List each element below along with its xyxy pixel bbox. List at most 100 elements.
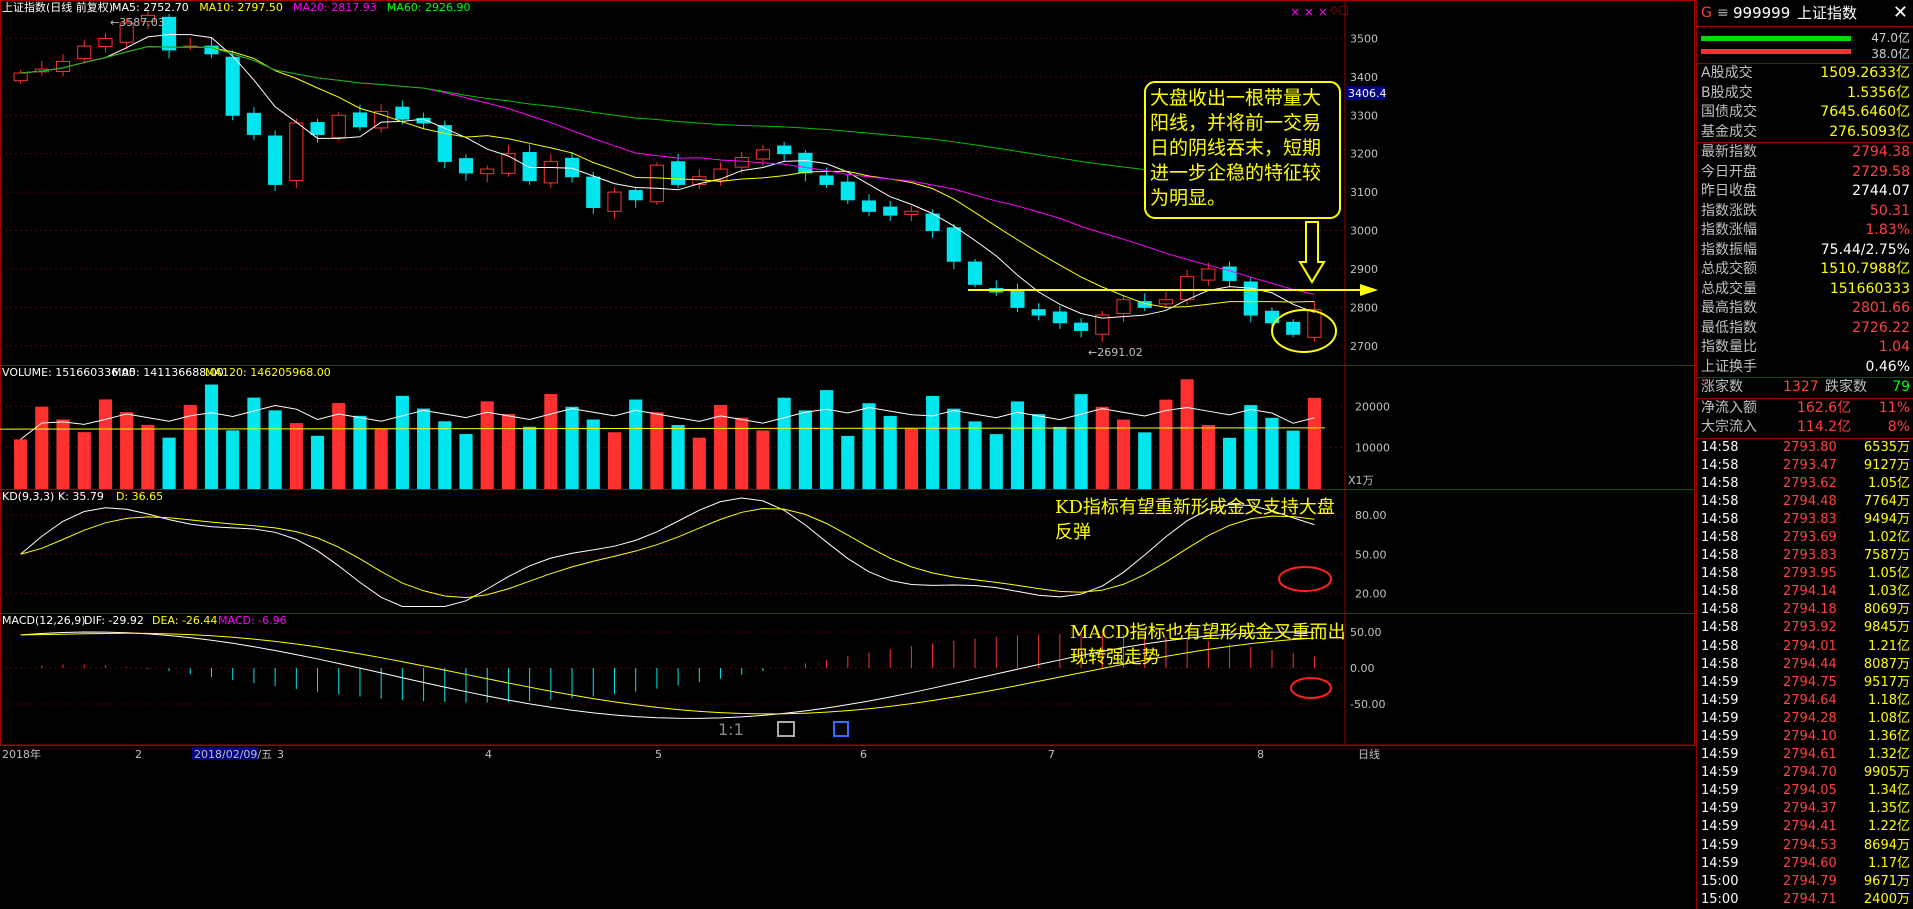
candle-61 (1307, 309, 1322, 338)
kd-label: KD(9,3,3) (2, 490, 54, 503)
kd-tick-20.00: 20.00 (1355, 587, 1387, 600)
stat-value: 2729.58 (1852, 163, 1910, 180)
price-tick-3100: 3100 (1350, 186, 1378, 199)
period-label: 日线 (1358, 747, 1380, 761)
candle-37 (798, 152, 813, 174)
x-label-7: 7 (1048, 748, 1055, 761)
candle-19 (416, 117, 431, 124)
tick-volume: 9517万 (1863, 674, 1910, 690)
candle-51 (1095, 314, 1110, 335)
volume-bar-48 (1032, 414, 1046, 489)
volume-bar-11 (247, 397, 261, 489)
tick-time: 14:58 (1701, 548, 1739, 564)
volume-bar-54 (1159, 399, 1173, 489)
candle-50 (1074, 322, 1089, 331)
volume-tick-10000: 10000 (1355, 442, 1390, 455)
volume-bar-53 (1138, 432, 1152, 489)
stat-row: 总成交量 151660333 (1697, 280, 1913, 300)
tick-time: 14:59 (1701, 747, 1739, 763)
price-tick-2800: 2800 (1350, 301, 1378, 314)
tick-price: 2793.47 (1783, 457, 1837, 473)
tick-list[interactable]: 14:58 2793.80 6535万 14:58 2793.47 9127万 14:58 2… (1697, 439, 1913, 909)
kd-annotation-wrap: KD指标有望重新形成金叉支持大盘反弹 (1055, 497, 1335, 543)
tick-row: 14:58 2793.95 1.05亿 (1697, 565, 1913, 583)
volume-bar-31 (671, 424, 685, 489)
stat-label: 最高指数 (1701, 300, 1757, 316)
tick-price: 2793.92 (1783, 620, 1837, 636)
x-label-5: 5 (655, 748, 662, 761)
volume-bar-23 (501, 414, 516, 489)
tick-price: 2794.44 (1783, 656, 1837, 672)
support-arrow-head (1360, 284, 1378, 296)
x-label-1: 2 (135, 748, 142, 761)
volume-bar-52 (1116, 419, 1131, 489)
menu-icon[interactable]: ≡ (1717, 5, 1729, 21)
volume-bar-55 (1180, 379, 1194, 489)
stat-value: 276.5093亿 (1829, 123, 1910, 140)
settings-icon: ◇□ (1330, 3, 1349, 16)
tick-time: 14:59 (1701, 729, 1739, 744)
stat-label: 总成交额 (1701, 261, 1757, 277)
volume-bar-4 (98, 399, 113, 489)
volume-bar-12 (268, 410, 282, 489)
tick-price: 2793.83 (1783, 548, 1837, 564)
stat-row: 指数涨跌 50.31 (1697, 202, 1913, 222)
tick-time: 14:58 (1701, 584, 1739, 600)
candle-16 (352, 112, 368, 128)
candle-4 (98, 37, 113, 47)
candle-15 (331, 114, 346, 139)
tick-volume: 1.05亿 (1868, 566, 1910, 582)
candle-34 (734, 157, 749, 168)
chart-area[interactable]: 上证指数(日线 前复权)MA5: 2752.70 MA10: 2797.50 MA2… (0, 0, 1695, 909)
kd-highlight (1278, 566, 1332, 592)
down-count-label: 跌家数 (1825, 379, 1867, 395)
tick-volume: 1.36亿 (1868, 729, 1910, 744)
fullscreen-icon (777, 721, 795, 737)
highlight-ellipse (1271, 309, 1337, 353)
tick-time: 14:58 (1701, 566, 1739, 582)
volume-bar-50 (1074, 394, 1088, 489)
tick-volume: 9671万 (1863, 873, 1910, 889)
close-icon[interactable]: ✕ (1892, 2, 1908, 23)
volume-bar-27 (586, 419, 600, 489)
tick-time: 15:00 (1701, 891, 1739, 907)
candle-60 (1286, 321, 1301, 335)
volume-bar-10 (226, 430, 240, 489)
tick-price: 2793.62 (1783, 475, 1837, 491)
volume-bar-56 (1201, 425, 1215, 489)
candle-56 (1201, 268, 1216, 281)
tick-row: 14:59 2794.53 8694万 (1697, 837, 1913, 855)
dea-line (20, 632, 1315, 715)
volume-bar-35 (756, 430, 770, 489)
macd-tick-0.00: 0.00 (1350, 662, 1375, 675)
buy-bar-value: 47.0亿 (1871, 31, 1910, 45)
price-tick-3300: 3300 (1350, 109, 1378, 122)
tick-price: 2794.37 (1783, 801, 1837, 817)
price-tick-3200: 3200 (1350, 148, 1378, 161)
volume-bar-30 (650, 412, 664, 489)
volume-bar-25 (544, 394, 558, 489)
tick-price: 2794.53 (1783, 837, 1837, 853)
volume-bar-7 (162, 437, 176, 489)
candle-13 (289, 122, 304, 182)
tick-row: 14:58 2793.92 9845万 (1697, 619, 1913, 637)
buy-sell-bars: 47.0亿 38.0亿 (1697, 27, 1913, 64)
tick-price: 2794.14 (1783, 584, 1837, 600)
flow-pct: 11% (1878, 399, 1910, 416)
stat-row: 最新指数 2794.38 (1697, 142, 1913, 163)
flow-pct: 8% (1887, 419, 1910, 435)
tick-row: 14:58 2793.83 9494万 (1697, 511, 1913, 529)
stat-label: 指数涨幅 (1701, 222, 1757, 238)
tick-volume: 9127万 (1863, 457, 1910, 473)
volume-unit: X1万 (1348, 474, 1374, 487)
stat-label: 最新指数 (1701, 144, 1757, 160)
candle-35 (755, 149, 771, 160)
macd-highlight (1290, 677, 1332, 699)
tick-price: 2794.70 (1783, 765, 1837, 781)
quote-header: G ≡ 999999 上证指数 ✕ (1697, 0, 1913, 27)
ma-line-10 (20, 46, 1315, 308)
dif-line (20, 631, 1315, 719)
tick-row: 14:59 2794.41 1.22亿 (1697, 818, 1913, 836)
tick-row: 14:58 2793.69 1.02亿 (1697, 529, 1913, 547)
macd-label: MACD(12,26,9) (2, 614, 86, 627)
